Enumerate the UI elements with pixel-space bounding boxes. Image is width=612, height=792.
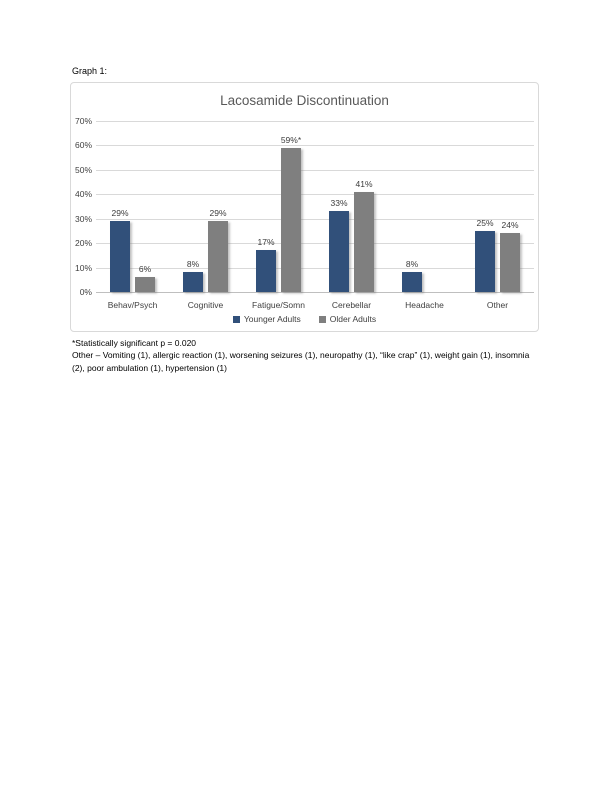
bar-younger-adults-cerebellar [329, 211, 349, 292]
y-axis-tick-label: 60% [74, 140, 92, 151]
y-gridline [96, 194, 534, 196]
bar-value-label: 29% [111, 208, 129, 219]
bar-older-adults-cerebellar [354, 191, 374, 292]
bar-older-adults-other [500, 233, 520, 292]
x-axis-category-label: Cerebellar [331, 300, 372, 310]
chart-footnotes: *Statistically significant p = 0.020 Oth… [72, 337, 542, 374]
y-gridline [96, 121, 534, 122]
legend-label-older-adults: Older Adults [329, 314, 377, 324]
chart-frame: Lacosamide Discontinuation Younger Adult… [70, 82, 539, 332]
y-axis-tick-label: 70% [74, 116, 92, 126]
bar-younger-adults-cognitive [183, 272, 203, 292]
graph-label: Graph 1: [72, 66, 108, 76]
bar-younger-adults-fatigue-somn [256, 250, 276, 292]
bar-value-label: 8% [186, 259, 200, 270]
bar-younger-adults-other [475, 230, 495, 292]
x-axis-line [96, 292, 534, 293]
footnote-other-detail: Other – Vomiting (1), allergic reaction … [72, 350, 530, 373]
bar-value-label: 33% [330, 198, 348, 209]
y-axis-tick-label: 0% [79, 287, 92, 297]
bar-younger-adults-headache [402, 272, 422, 292]
bar-value-label: 41% [355, 178, 373, 189]
x-axis-category-label: Other [486, 300, 509, 310]
y-gridline [96, 169, 534, 171]
legend-item-older-adults: Older Adults [318, 314, 377, 324]
y-gridline [96, 243, 534, 245]
bar-value-label: 6% [138, 264, 152, 275]
x-axis-category-label: Headache [405, 300, 444, 310]
bar-value-label: 8% [405, 259, 419, 270]
legend-swatch-younger-adults [232, 315, 240, 323]
y-axis-tick-label: 50% [74, 164, 92, 175]
y-gridline [96, 218, 534, 220]
x-axis-category-label: Cognitive [187, 300, 224, 310]
chart-plot-area: Lacosamide Discontinuation Younger Adult… [71, 83, 538, 331]
footnote-significance: *Statistically significant p = 0.020 [72, 338, 197, 348]
bar-value-label: 59%* [280, 134, 302, 145]
legend-label-younger-adults: Younger Adults [243, 314, 301, 324]
bar-value-label: 25% [476, 217, 494, 228]
bar-value-label: 29% [209, 208, 227, 219]
bar-older-adults-cognitive [208, 221, 228, 292]
bar-older-adults-behav-psych [135, 277, 155, 292]
y-axis-tick-label: 40% [74, 189, 92, 200]
chart-legend: Younger Adults Older Adults [71, 314, 538, 324]
legend-swatch-older-adults [318, 315, 326, 323]
legend-item-younger-adults: Younger Adults [232, 314, 301, 324]
bar-value-label: 17% [257, 237, 275, 248]
chart-title: Lacosamide Discontinuation [220, 93, 389, 108]
y-axis-tick-label: 10% [74, 262, 92, 273]
y-gridline [96, 267, 534, 269]
bar-value-label: 24% [501, 220, 519, 231]
y-gridline [96, 145, 534, 147]
bar-younger-adults-behav-psych [110, 221, 130, 292]
bar-older-adults-fatigue-somn [281, 147, 301, 292]
x-axis-category-label: Fatigue/Somn [252, 300, 305, 310]
y-axis-tick-label: 20% [74, 238, 92, 249]
y-axis-tick-label: 30% [74, 213, 92, 224]
x-axis-category-label: Behav/Psych [107, 300, 158, 310]
